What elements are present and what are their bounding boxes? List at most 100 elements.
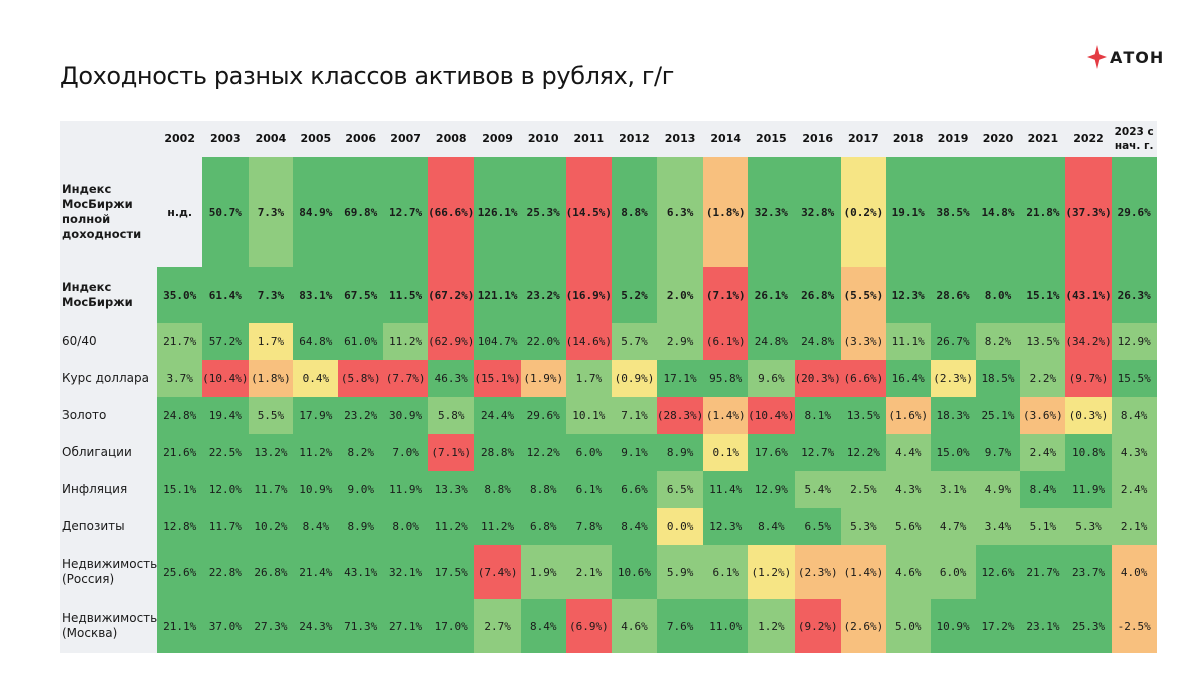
heatmap-cell: 12.2% — [840, 434, 886, 471]
heatmap-cell: (5.5%) — [840, 267, 886, 323]
heatmap-cell: (28.3%) — [656, 397, 704, 434]
heatmap-cell: 6.8% — [520, 508, 566, 545]
heatmap-cell: 4.9% — [975, 471, 1021, 508]
heatmap-cell: (7.1%) — [428, 434, 475, 471]
heatmap-cell: 19.4% — [202, 397, 249, 434]
heatmap-cell: 9.1% — [612, 434, 657, 471]
heatmap-cell: (6.6%) — [840, 360, 886, 397]
heatmap-cell: 8.8% — [474, 471, 521, 508]
heatmap-cell: 9.7% — [975, 434, 1021, 471]
heatmap-cell: (5.8%) — [338, 360, 384, 397]
heatmap-cell: 32.1% — [383, 545, 429, 599]
heatmap-cell: 2.4% — [1020, 434, 1066, 471]
heatmap-cell: 11.0% — [703, 599, 749, 653]
heatmap-cell: (1.8%) — [248, 360, 294, 397]
heatmap-cell: 27.3% — [248, 599, 294, 653]
heatmap-cell: 4.6% — [612, 599, 657, 653]
heatmap-cell: 21.1% — [157, 599, 203, 653]
heatmap-cell: 5.3% — [1065, 508, 1112, 545]
heatmap-cell: 5.9% — [656, 545, 704, 599]
heatmap-cell: 28.8% — [474, 434, 521, 471]
heatmap-cell: 5.3% — [840, 508, 886, 545]
heatmap-cell: 11.9% — [1065, 471, 1112, 508]
asset-label: Индекс МосБиржи полной доходности — [60, 157, 158, 267]
heatmap-cell: 8.4% — [1111, 397, 1157, 434]
heatmap-cell: 10.1% — [565, 397, 613, 434]
heatmap-cell: (62.9%) — [428, 323, 475, 360]
heatmap-cell: (9.7%) — [1065, 360, 1112, 397]
heatmap-cell: 5.6% — [885, 508, 931, 545]
heatmap-cell: 7.1% — [612, 397, 657, 434]
heatmap-cell: (0.2%) — [840, 157, 886, 267]
heatmap-cell: 13.5% — [1020, 323, 1066, 360]
heatmap-cell: 1.7% — [248, 323, 294, 360]
heatmap-cell: 12.0% — [202, 471, 249, 508]
heatmap-cell: (7.7%) — [383, 360, 429, 397]
heatmap-cell: 2.1% — [565, 545, 613, 599]
heatmap-cell: (1.8%) — [703, 157, 749, 267]
heatmap-cell: 8.0% — [975, 267, 1021, 323]
heatmap-cell: 3.7% — [157, 360, 203, 397]
year-header: 2014 — [703, 121, 749, 157]
heatmap-cell: 2.0% — [656, 267, 704, 323]
heatmap-cell: 104.7% — [474, 323, 521, 360]
heatmap-cell: 0.1% — [703, 434, 749, 471]
year-header: 2011 — [565, 121, 613, 157]
asset-row: Инфляция 15.1% 12.0% 11.7% 10.9% 9.0% 11.9% 13.… — [60, 471, 1157, 508]
asset-row: Индекс МосБиржи полной доходности н.д. 50.… — [60, 157, 1157, 267]
asset-label: Инфляция — [60, 471, 158, 508]
heatmap-cell: 8.4% — [1020, 471, 1066, 508]
heatmap-cell: 6.0% — [565, 434, 613, 471]
heatmap-cell: 15.1% — [1020, 267, 1066, 323]
heatmap-cell: 28.6% — [930, 267, 976, 323]
heatmap-cell: 24.3% — [293, 599, 339, 653]
year-header: 2010 — [520, 121, 566, 157]
heatmap-cell: 8.9% — [338, 508, 384, 545]
heatmap-cell: 24.8% — [748, 323, 795, 360]
heatmap-cell: 4.4% — [885, 434, 931, 471]
heatmap-cell: 7.8% — [565, 508, 613, 545]
asset-row: Недвижимость (Россия) 25.6% 22.8% 26.8% 21.4… — [60, 545, 1157, 599]
heatmap-cell: 8.4% — [748, 508, 795, 545]
year-header: 2017 — [840, 121, 886, 157]
heatmap-cell: 11.7% — [202, 508, 249, 545]
heatmap-cell: 5.8% — [428, 397, 475, 434]
heatmap-cell: 37.0% — [202, 599, 249, 653]
heatmap-cell: 4.3% — [1111, 434, 1157, 471]
heatmap-cell: 26.8% — [794, 267, 841, 323]
heatmap-cell: 24.4% — [474, 397, 521, 434]
heatmap-cell: (37.3%) — [1065, 157, 1112, 267]
year-header: 2002 — [157, 121, 203, 157]
heatmap-cell: 8.1% — [794, 397, 841, 434]
heatmap-cell: 11.2% — [474, 508, 521, 545]
heatmap-cell: 4.3% — [885, 471, 931, 508]
heatmap-cell: (15.1%) — [474, 360, 521, 397]
heatmap-cell: 11.2% — [383, 323, 429, 360]
heatmap-cell: 12.8% — [157, 508, 203, 545]
heatmap-cell: 8.2% — [338, 434, 384, 471]
heatmap-cell: 1.7% — [565, 360, 613, 397]
heatmap-cell: 17.0% — [428, 599, 475, 653]
heatmap-cell: 0.0% — [656, 508, 704, 545]
asset-label: Недвижимость (Москва) — [60, 599, 158, 653]
heatmap-cell: (66.6%) — [428, 157, 475, 267]
heatmap-cell: 17.9% — [293, 397, 339, 434]
year-header-row: 2002 2003 2004 2005 2006 2007 2008 2009 2010 2011… — [60, 121, 1157, 157]
heatmap-cell: 23.7% — [1065, 545, 1112, 599]
heatmap-cell: 84.9% — [293, 157, 339, 267]
asset-row: Курс доллара 3.7% (10.4%) (1.8%) 0.4% (5.8%)(… — [60, 360, 1157, 397]
heatmap-cell: 69.8% — [338, 157, 384, 267]
heatmap-cell: 32.3% — [748, 157, 795, 267]
year-header: 2015 — [748, 121, 795, 157]
heatmap-cell: 15.1% — [157, 471, 203, 508]
heatmap-cell: 26.1% — [748, 267, 795, 323]
heatmap-cell: 16.4% — [885, 360, 931, 397]
heatmap-cell: 6.5% — [656, 471, 704, 508]
heatmap-cell: (7.4%) — [474, 545, 521, 599]
heatmap-cell: 25.3% — [1065, 599, 1112, 653]
asset-label: Депозиты — [60, 508, 158, 545]
heatmap-cell: 19.1% — [885, 157, 931, 267]
heatmap-cell: 8.8% — [520, 471, 566, 508]
heatmap-cell: 26.7% — [930, 323, 976, 360]
heatmap-cell: 57.2% — [202, 323, 249, 360]
